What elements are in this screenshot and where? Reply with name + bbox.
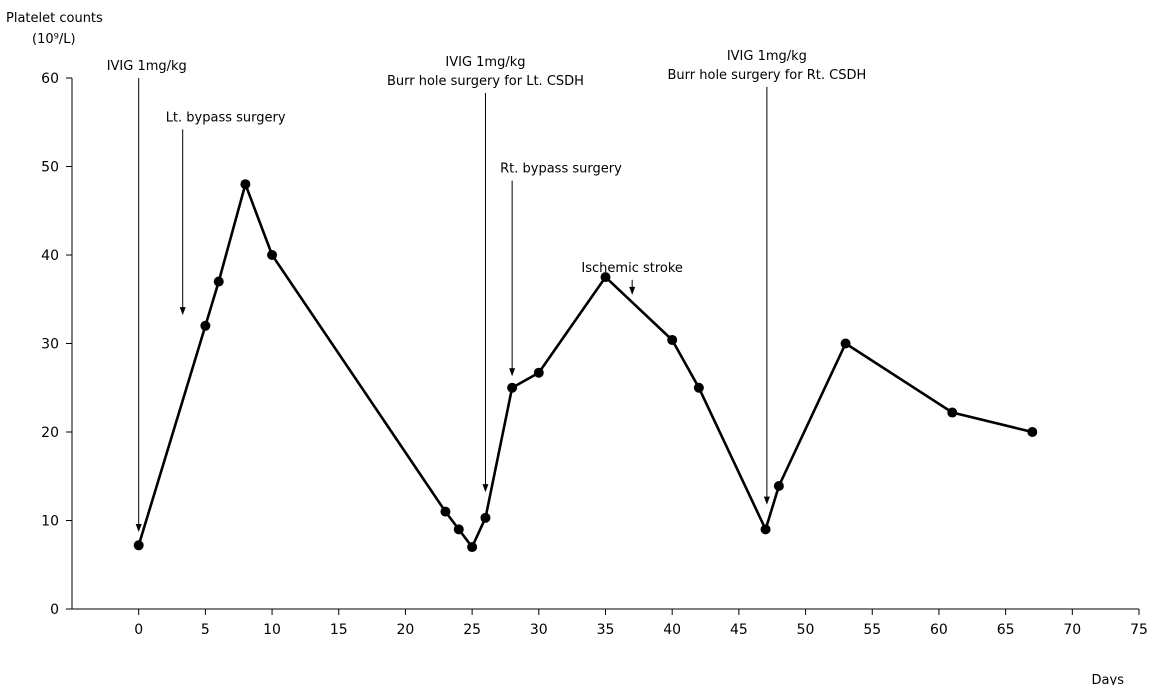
annotation-arrowhead [135,524,142,533]
data-point [1027,427,1038,437]
annotation: Ischemic stroke [581,261,683,295]
data-point [760,524,771,535]
x-tick-label: 65 [997,622,1015,638]
y-tick-label: 40 [41,248,59,264]
data-point [600,272,611,283]
annotation-label: IVIG 1mg/kg [107,59,187,74]
annotation-label: IVIG 1mg/kg [445,55,525,70]
plot-area [133,179,1038,553]
y-tick-label: 10 [41,514,59,530]
x-tick-label: 55 [863,622,881,638]
annotation-label: Ischemic stroke [581,261,683,276]
annotation-arrowhead [509,368,516,377]
data-point [947,407,958,418]
x-tick-label: 15 [330,622,348,638]
y-tick-label: 50 [41,160,59,176]
annotation-label: IVIG 1mg/kg [727,49,807,64]
data-point [453,524,464,535]
x-tick-label: 10 [263,622,281,638]
x-tick-label: 35 [597,622,615,638]
data-point [240,179,251,190]
annotation-arrowhead [629,286,636,295]
x-tick-label: 20 [397,622,415,638]
x-tick-label: 45 [730,622,748,638]
annotations: IVIG 1mg/kg Lt. bypass surgery IVIG 1mg/kg… [107,49,867,533]
data-point [213,276,224,287]
x-axis-label: Days [1092,673,1125,685]
series-line [137,182,1033,549]
y-axis-unit: (10⁹/L) [32,32,76,47]
annotation: IVIG 1mg/kg Burr hole surgery for Lt. CSD… [387,55,584,493]
annotation-arrowhead [482,484,489,493]
annotation: IVIG 1mg/kg Burr hole surgery for Rt. CSD… [668,49,867,505]
data-point [467,542,478,553]
x-tick-label: 5 [201,622,210,638]
annotation: IVIG 1mg/kg [107,59,187,533]
data-point [773,480,784,491]
data-point [667,334,678,345]
data-point [693,382,704,393]
data-point [440,506,451,517]
x-tick-label: 70 [1063,622,1081,638]
y-tick-label: 60 [41,71,59,87]
data-point [840,338,851,349]
y-tick-label: 30 [41,337,59,353]
annotation-label: Burr hole surgery for Rt. CSDH [668,68,867,83]
data-point [480,512,491,523]
data-point [267,250,278,260]
x-tick-label: 75 [1130,622,1148,638]
annotation: Lt. bypass surgery [166,110,286,316]
x-tick-label: 25 [463,622,481,638]
data-point [507,382,518,393]
annotation-arrowhead [763,496,770,505]
y-tick-label: 0 [50,602,59,618]
annotation-arrowhead [179,307,186,316]
y-tick-label: 20 [41,425,59,441]
x-tick-label: 30 [530,622,548,638]
x-tick-label: 0 [134,622,143,638]
data-point [200,320,211,331]
annotation-label: Burr hole surgery for Lt. CSDH [387,74,584,89]
axis-ticks: 0 10 20 30 40 50 60 0 5 10 15 20 25 30 35 40 45 50 55 60 65 7… [41,71,1148,638]
x-tick-label: 60 [930,622,948,638]
data-point [133,540,144,551]
annotation-label: Lt. bypass surgery [166,110,286,125]
annotation: Rt. bypass surgery [500,162,622,377]
x-tick-label: 40 [663,622,681,638]
y-axis-label: Platelet counts [6,11,103,26]
annotation-label: Rt. bypass surgery [500,162,622,177]
x-tick-label: 50 [797,622,815,638]
data-point [533,367,544,378]
